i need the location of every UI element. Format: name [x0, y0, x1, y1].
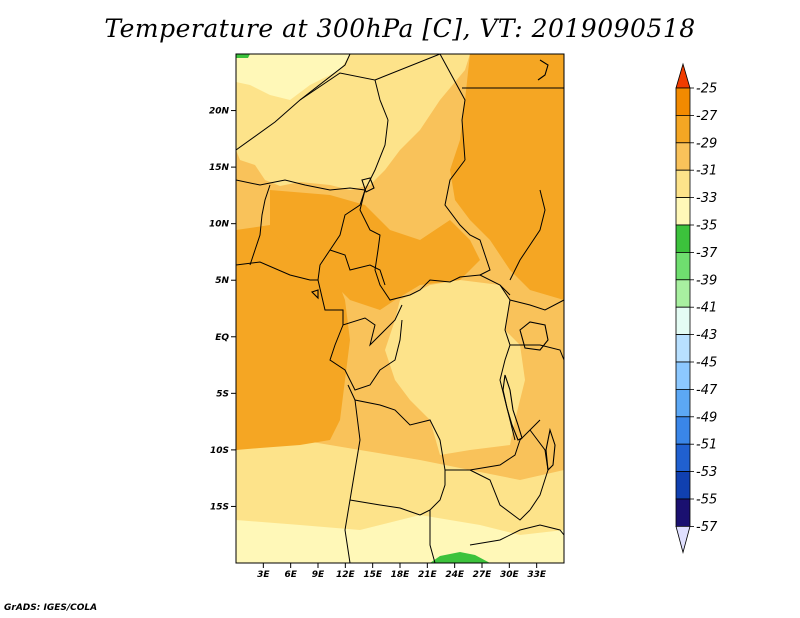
border-chad-sudan-north — [374, 54, 466, 161]
border-angola-namibia — [349, 499, 421, 516]
field-cool-central — [385, 280, 525, 455]
border-cameroon-car — [329, 249, 386, 286]
colorbar-label: -29 — [696, 136, 717, 151]
colorbar-label: -49 — [696, 410, 717, 425]
colorbar-top-arrow — [675, 62, 691, 89]
colorbar-swatch — [675, 224, 691, 253]
lake-malawi — [545, 427, 556, 472]
latitude-axis: 20N 15N 10N 5N EQ 5S 10S 15S — [209, 107, 236, 512]
border-namibia-botswana — [429, 510, 436, 563]
longitude-axis: 3E 6E 9E 12E 15E 18E 21E 24E 27E 30E 33E — [257, 563, 547, 580]
border-gabon-congo — [317, 279, 403, 347]
border-sudan-ethiopia — [509, 189, 546, 281]
lat-tick-label: 15N — [209, 163, 230, 173]
lat-tick-label: 20N — [209, 107, 230, 117]
lat-tick-label: 15S — [210, 502, 229, 512]
lake-chad — [361, 177, 375, 193]
colorbar: -25 -27 -29 -31 -33 -35 -37 -39 -41 -43 -45 -47 -49 -… — [675, 62, 718, 554]
lake-volta — [310, 289, 319, 300]
lat-tick-label: 10S — [210, 446, 229, 456]
border-congo-drc — [329, 319, 403, 391]
lon-tick-label: 12E — [336, 570, 356, 580]
border-zambia-zimbabwe — [469, 469, 531, 521]
colorbar-swatch — [675, 87, 691, 116]
colorbar-label: -39 — [696, 273, 717, 288]
colorbar-swatch — [675, 142, 691, 171]
colorbar-label: -55 — [696, 493, 717, 508]
lake-victoria — [519, 321, 549, 351]
field-green-northwest — [236, 54, 250, 58]
colorbar-label: -31 — [696, 164, 717, 179]
colorbar-swatch — [675, 443, 691, 473]
border-kenya-tanzania — [510, 344, 564, 361]
field-coolest-northwest — [236, 54, 350, 100]
colorbar-label: -25 — [696, 82, 717, 97]
field-green-south — [430, 552, 490, 563]
border-nigeria-cameroon — [317, 189, 366, 281]
lon-tick-label: 21E — [418, 570, 438, 580]
border-angola-zambia — [419, 470, 446, 516]
border-angola-drc — [347, 384, 470, 471]
colorbar-swatch — [675, 498, 691, 527]
lat-tick-label: EQ — [215, 333, 229, 343]
colorbar-swatch — [675, 306, 691, 336]
colorbar-label: -51 — [696, 438, 717, 453]
lon-tick-label: 30E — [500, 570, 520, 580]
colorbar-swatch — [675, 251, 691, 281]
lat-tick-label: 5N — [215, 276, 229, 286]
border-algeria-niger — [236, 72, 389, 151]
border-zambia-tanzania — [469, 419, 541, 471]
map-title: Temperature at 300hPa [C], VT: 201909051… — [104, 14, 696, 43]
border-chad-sudan — [444, 159, 491, 276]
colorbar-label: -45 — [696, 356, 717, 371]
border-west-africa — [236, 261, 318, 281]
border-nigeria-benin — [249, 184, 271, 266]
colorbar-bottom-arrow — [675, 526, 691, 554]
colorbar-swatch — [675, 279, 691, 308]
lon-tick-label: 24E — [445, 570, 465, 580]
field-warm-west — [236, 225, 350, 450]
colorbar-swatch — [675, 416, 691, 445]
lake-tanganyika — [502, 374, 523, 441]
lon-tick-label: 9E — [312, 570, 325, 580]
colorbar-label: -27 — [696, 109, 718, 124]
colorbar-label: -43 — [696, 328, 717, 343]
colorbar-swatch — [675, 115, 691, 144]
colorbar-swatch — [675, 361, 691, 390]
credit-label: GrADS: IGES/COLA — [4, 603, 98, 613]
border-angola-west — [344, 399, 361, 563]
colorbar-label: -37 — [696, 246, 718, 261]
colorbar-swatch — [675, 197, 691, 226]
lakes — [310, 59, 556, 472]
border-libya-egypt-north — [299, 54, 351, 101]
colorbar-swatch — [675, 388, 691, 418]
field-warm-centre — [270, 190, 480, 310]
colorbar-swatch — [675, 471, 691, 500]
lon-tick-label: 33E — [527, 570, 547, 580]
border-uganda-kenya — [509, 299, 564, 311]
lat-tick-label: 10N — [209, 220, 230, 230]
colorbar-label: -41 — [696, 301, 717, 316]
colorbar-label: -47 — [696, 383, 718, 398]
colorbar-label: -53 — [696, 465, 717, 480]
island-north-east — [537, 59, 549, 81]
colorbar-swatch — [675, 334, 691, 363]
colorbar-swatch — [675, 169, 691, 198]
lon-tick-label: 3E — [257, 570, 270, 580]
lon-tick-label: 18E — [391, 570, 411, 580]
lat-tick-label: 5S — [216, 389, 229, 399]
field-warm-east — [450, 54, 564, 300]
field-coolest-south — [236, 515, 564, 563]
lon-tick-label: 27E — [473, 570, 493, 580]
lon-tick-label: 15E — [363, 570, 383, 580]
lon-tick-label: 6E — [284, 570, 297, 580]
border-nigeria-niger — [236, 179, 366, 191]
colorbar-label: -57 — [696, 520, 718, 535]
colorbar-label: -33 — [696, 191, 717, 206]
colorbar-label: -35 — [696, 219, 717, 234]
border-south-africa — [469, 524, 564, 546]
country-borders — [236, 54, 564, 563]
